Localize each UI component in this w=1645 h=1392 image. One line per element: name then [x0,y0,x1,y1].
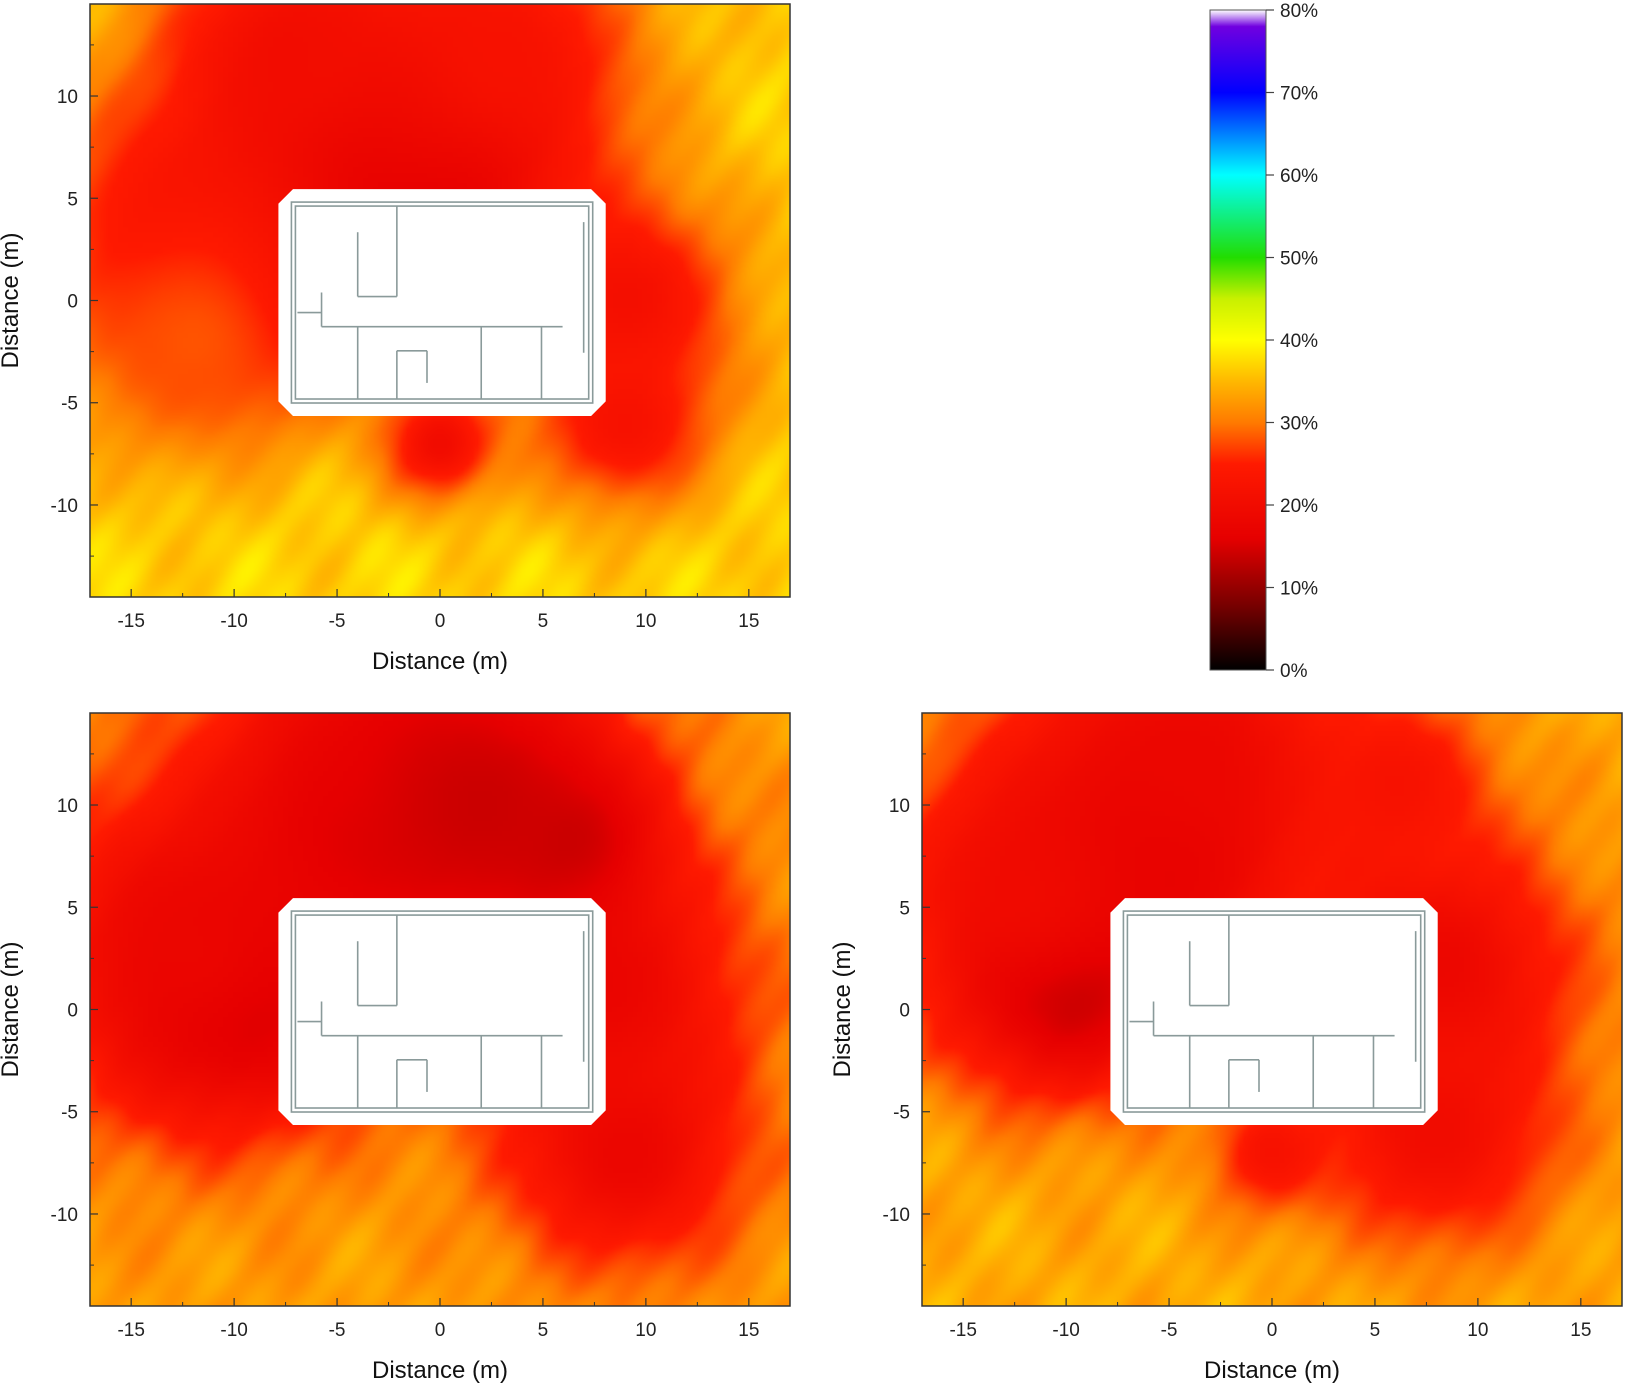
y-tick-label: -5 [61,1103,78,1124]
building-outline [278,189,606,417]
colorbar-tick-label: 50% [1280,249,1318,270]
y-tick-label: 10 [57,87,78,108]
colorbar-tick-label: 0% [1280,661,1308,682]
y-axis-title: Distance (m) [0,232,24,368]
y-tick-label: 5 [67,898,78,919]
y-tick-label: 0 [67,292,78,313]
floorplan [290,201,594,404]
x-tick-label: 0 [435,611,446,632]
x-tick-label: 10 [1467,1320,1488,1341]
y-tick-label: 10 [57,796,78,817]
x-tick-label: -10 [220,1320,247,1341]
heatmap-panel-top-left: -15 -10 -5 0 5 10 15 10 5 0 -5 -10 Distance (m) Dista… [0,3,791,675]
y-tick-label: -5 [61,394,78,415]
y-axis-title: Distance (m) [0,941,24,1077]
x-tick-label: 10 [635,1320,656,1341]
colorbar-tick-label: 20% [1280,496,1318,517]
y-axis-title: Distance (m) [829,941,856,1077]
y-tick-label: -10 [883,1205,910,1226]
heatmap-panel-bottom-right: -15 -10 -5 0 5 10 15 10 5 0 -5 -10 Distance (m) Dista… [829,712,1623,1384]
y-tick-label: 0 [67,1001,78,1022]
x-tick-label: 5 [1370,1320,1381,1341]
colorbar-tick-label: 80% [1280,1,1318,22]
x-tick-label: 15 [1570,1320,1591,1341]
x-tick-label: -15 [949,1320,976,1341]
y-tick-label: -5 [893,1103,910,1124]
y-tick-label: 5 [67,189,78,210]
building-outline [278,898,606,1126]
x-tick-label: -15 [117,1320,144,1341]
colorbar-tick-label: 60% [1280,166,1318,187]
colorbar-tick-label: 40% [1280,331,1318,352]
y-tick-label: 5 [899,898,910,919]
heatmap-panel-bottom-left: -15 -10 -5 0 5 10 15 10 5 0 -5 -10 Distance (m) Dista… [0,712,791,1384]
x-axis-title: Distance (m) [372,1357,508,1384]
x-tick-label: -5 [329,611,346,632]
building-footprint [278,189,606,417]
x-tick-label: -15 [117,611,144,632]
x-tick-label: -5 [1161,1320,1178,1341]
y-tick-label: -10 [51,1205,78,1226]
y-tick-label: -10 [51,496,78,517]
x-tick-label: 0 [1267,1320,1278,1341]
x-axis-title: Distance (m) [1204,1357,1340,1384]
x-tick-label: 5 [538,1320,549,1341]
x-tick-label: 15 [738,1320,759,1341]
x-tick-label: 0 [435,1320,446,1341]
building-footprint [1110,898,1438,1126]
colorbar-gradient [1209,9,1267,671]
floorplan [1122,910,1426,1113]
colorbar-tick-label: 70% [1280,84,1318,105]
x-axis-title: Distance (m) [372,648,508,675]
x-tick-label: -10 [1052,1320,1079,1341]
y-tick-label: 10 [889,796,910,817]
y-tick-label: 0 [899,1001,910,1022]
building-footprint [278,898,606,1126]
x-tick-label: -10 [220,611,247,632]
x-tick-label: -5 [329,1320,346,1341]
building-outline [1110,898,1438,1126]
colorbar-tick-label: 30% [1280,414,1318,435]
floorplan [290,910,594,1113]
x-tick-label: 10 [635,611,656,632]
x-tick-label: 15 [738,611,759,632]
x-tick-label: 5 [538,611,549,632]
colorbar: 80% 70% 60% 50% 40% 30% 20% 10% 0% [1209,1,1318,682]
colorbar-tick-label: 10% [1280,579,1318,600]
